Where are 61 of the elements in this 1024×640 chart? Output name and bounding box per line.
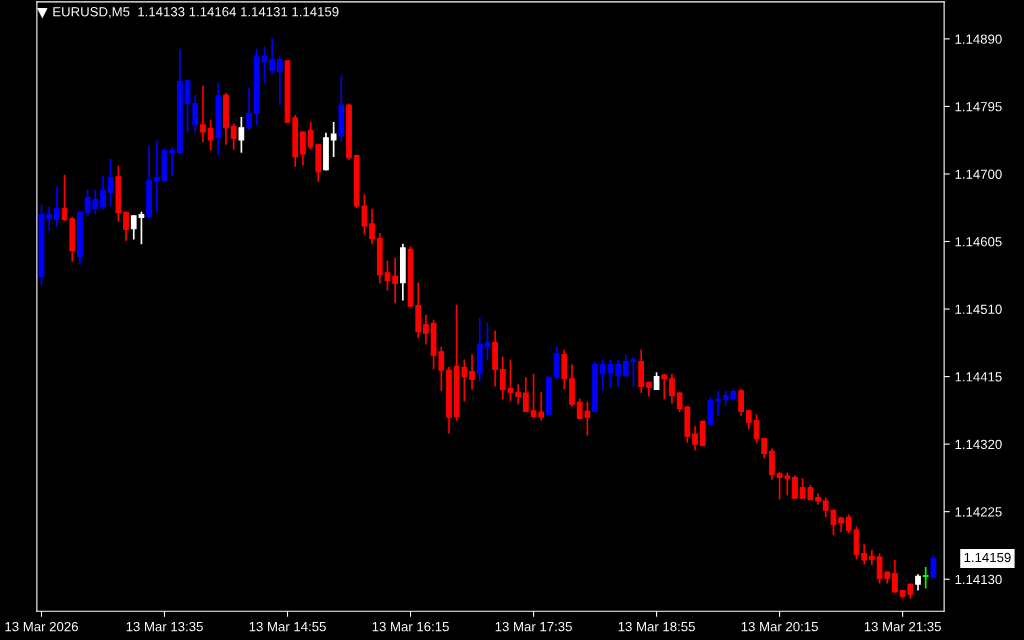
candlestick <box>230 122 237 151</box>
candlestick <box>392 257 399 305</box>
candlestick <box>46 205 53 232</box>
candlestick <box>123 210 129 242</box>
y-tick-label: 1.14320 <box>955 439 1002 450</box>
candlestick <box>692 425 698 452</box>
candlestick <box>615 359 621 388</box>
y-tick-label: 1.14700 <box>955 169 1002 179</box>
y-tick-label: 1.14510 <box>955 304 1002 314</box>
candlestick <box>107 158 114 207</box>
candlestick <box>276 55 283 106</box>
candlestick <box>169 146 176 177</box>
candlestick <box>330 121 337 158</box>
chart-title: EURUSD,M5 1.14133 1.14164 1.14131 1.14159 <box>53 7 339 18</box>
x-tick-label: 13 Mar 20:15 <box>741 621 818 632</box>
x-tick-label: 13 Mar 18:55 <box>618 621 695 632</box>
candlestick <box>200 84 206 143</box>
candlestick <box>153 139 160 214</box>
candlestick <box>845 513 852 534</box>
candlestick <box>922 566 929 590</box>
candlestick <box>738 387 745 417</box>
candlestick <box>269 37 275 75</box>
candlestick <box>661 372 668 401</box>
text: 1.14159 <box>964 552 1011 563</box>
candlestick <box>523 376 529 413</box>
candlestick <box>861 543 868 566</box>
x-tick-label: 13 Mar 17:35 <box>495 621 572 632</box>
candlestick <box>892 559 898 594</box>
x-tick-label: 13 Mar 14:55 <box>249 621 326 632</box>
y-tick-label: 1.14130 <box>955 574 1002 585</box>
candlestick <box>622 353 629 379</box>
candlestick <box>207 119 214 152</box>
candlestick <box>499 355 506 401</box>
candlestick <box>384 259 391 292</box>
candlestick <box>423 313 429 346</box>
y-tick-label: 1.14890 <box>955 34 1002 44</box>
candlestick <box>300 130 306 167</box>
candlestick <box>238 116 245 154</box>
candlestick <box>745 409 752 431</box>
x-tick-label: 13 Mar 2026 <box>5 621 78 632</box>
candlestick <box>61 173 68 222</box>
candlestick <box>507 358 514 403</box>
y-tick-label: 1.14415 <box>955 372 1002 382</box>
candlestick <box>469 353 475 391</box>
y-tick-label: 1.14225 <box>955 507 1002 517</box>
candlestick <box>515 383 522 406</box>
candlestick <box>100 174 106 211</box>
candlestick <box>792 474 798 500</box>
candlestick <box>669 372 675 405</box>
y-tick-label: 1.14605 <box>955 237 1002 247</box>
candlestick <box>715 389 721 417</box>
candlestick <box>553 345 560 381</box>
x-tick-label: 13 Mar 13:35 <box>126 621 203 632</box>
candlestick <box>769 447 775 481</box>
x-tick-label: 13 Mar 16:15 <box>372 621 449 632</box>
x-tick-label: 13 Mar 21:35 <box>864 621 941 632</box>
candlestick <box>53 185 60 228</box>
candlestick <box>707 396 714 427</box>
candlestick <box>246 87 252 131</box>
candlestick <box>369 207 375 245</box>
y-tick-label: 1.14795 <box>955 102 1002 112</box>
